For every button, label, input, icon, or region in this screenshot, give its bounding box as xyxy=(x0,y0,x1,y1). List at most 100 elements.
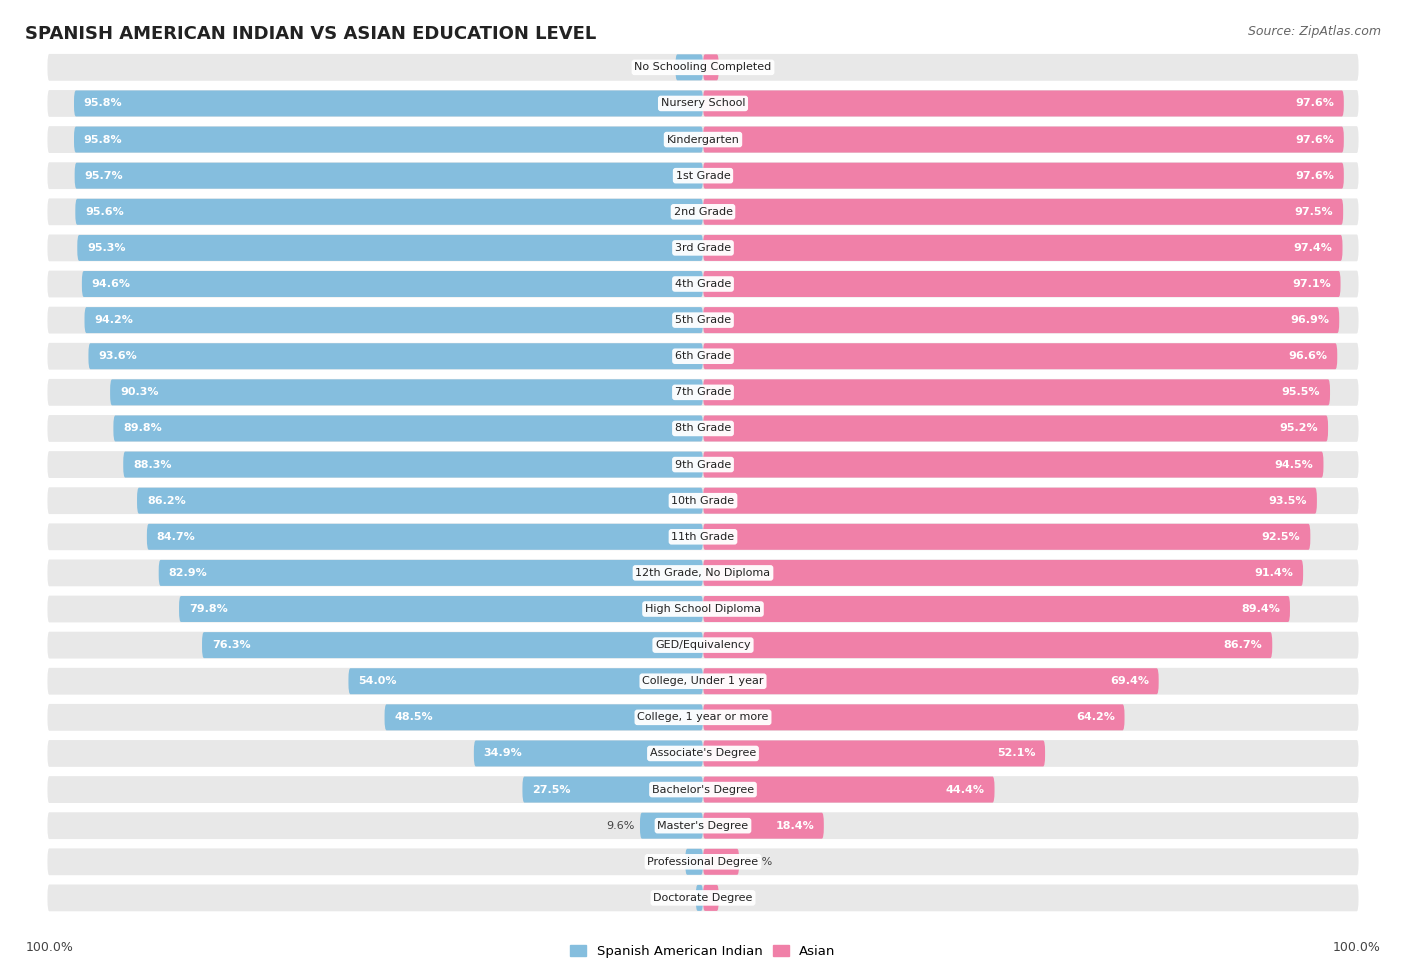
Text: 6th Grade: 6th Grade xyxy=(675,351,731,361)
Text: 2nd Grade: 2nd Grade xyxy=(673,207,733,216)
Text: 8th Grade: 8th Grade xyxy=(675,423,731,434)
Text: 95.8%: 95.8% xyxy=(84,98,122,108)
Text: 82.9%: 82.9% xyxy=(169,567,207,578)
FancyBboxPatch shape xyxy=(703,668,1159,694)
Text: 2.4%: 2.4% xyxy=(724,893,752,903)
FancyBboxPatch shape xyxy=(703,885,718,911)
Text: Bachelor's Degree: Bachelor's Degree xyxy=(652,785,754,795)
FancyBboxPatch shape xyxy=(703,91,1344,116)
Text: 94.2%: 94.2% xyxy=(94,315,134,325)
FancyBboxPatch shape xyxy=(474,740,703,766)
Text: 95.2%: 95.2% xyxy=(1279,423,1319,434)
FancyBboxPatch shape xyxy=(703,632,1272,658)
Text: 11th Grade: 11th Grade xyxy=(672,531,734,542)
Text: 91.4%: 91.4% xyxy=(1254,567,1294,578)
Text: 95.3%: 95.3% xyxy=(87,243,125,253)
Text: SPANISH AMERICAN INDIAN VS ASIAN EDUCATION LEVEL: SPANISH AMERICAN INDIAN VS ASIAN EDUCATI… xyxy=(25,25,596,43)
FancyBboxPatch shape xyxy=(703,199,1343,225)
FancyBboxPatch shape xyxy=(703,776,994,802)
FancyBboxPatch shape xyxy=(75,163,703,189)
Text: 34.9%: 34.9% xyxy=(484,749,523,759)
FancyBboxPatch shape xyxy=(46,703,1360,732)
Text: 79.8%: 79.8% xyxy=(188,604,228,614)
Text: 95.6%: 95.6% xyxy=(86,207,124,216)
Text: No Schooling Completed: No Schooling Completed xyxy=(634,62,772,72)
Text: 97.6%: 97.6% xyxy=(1295,135,1334,144)
FancyBboxPatch shape xyxy=(82,271,703,297)
FancyBboxPatch shape xyxy=(114,415,703,442)
Text: 93.5%: 93.5% xyxy=(1268,495,1308,506)
FancyBboxPatch shape xyxy=(75,91,703,116)
FancyBboxPatch shape xyxy=(703,488,1317,514)
FancyBboxPatch shape xyxy=(46,306,1360,334)
FancyBboxPatch shape xyxy=(46,89,1360,118)
FancyBboxPatch shape xyxy=(703,55,718,80)
Text: 97.5%: 97.5% xyxy=(1295,207,1333,216)
FancyBboxPatch shape xyxy=(703,740,1045,766)
Text: 89.8%: 89.8% xyxy=(124,423,162,434)
FancyBboxPatch shape xyxy=(46,414,1360,443)
Text: 76.3%: 76.3% xyxy=(212,641,250,650)
FancyBboxPatch shape xyxy=(703,343,1337,370)
FancyBboxPatch shape xyxy=(703,704,1125,730)
Text: 54.0%: 54.0% xyxy=(359,677,396,686)
FancyBboxPatch shape xyxy=(703,235,1343,261)
Text: 18.4%: 18.4% xyxy=(775,821,814,831)
Text: 86.7%: 86.7% xyxy=(1223,641,1263,650)
FancyBboxPatch shape xyxy=(46,595,1360,623)
FancyBboxPatch shape xyxy=(46,631,1360,659)
Text: Associate's Degree: Associate's Degree xyxy=(650,749,756,759)
Text: 94.5%: 94.5% xyxy=(1275,459,1313,470)
FancyBboxPatch shape xyxy=(46,883,1360,913)
FancyBboxPatch shape xyxy=(46,811,1360,840)
Text: 2.7%: 2.7% xyxy=(651,857,681,867)
FancyBboxPatch shape xyxy=(349,668,703,694)
Text: 4th Grade: 4th Grade xyxy=(675,279,731,289)
Text: High School Diploma: High School Diploma xyxy=(645,604,761,614)
FancyBboxPatch shape xyxy=(202,632,703,658)
FancyBboxPatch shape xyxy=(703,451,1323,478)
Text: 44.4%: 44.4% xyxy=(946,785,984,795)
FancyBboxPatch shape xyxy=(703,379,1330,406)
Text: 100.0%: 100.0% xyxy=(1333,941,1381,955)
FancyBboxPatch shape xyxy=(385,704,703,730)
Text: 95.7%: 95.7% xyxy=(84,171,124,180)
Text: 52.1%: 52.1% xyxy=(997,749,1035,759)
Text: 3rd Grade: 3rd Grade xyxy=(675,243,731,253)
FancyBboxPatch shape xyxy=(77,235,703,261)
FancyBboxPatch shape xyxy=(46,559,1360,587)
FancyBboxPatch shape xyxy=(703,415,1329,442)
Text: Kindergarten: Kindergarten xyxy=(666,135,740,144)
Text: 97.4%: 97.4% xyxy=(1294,243,1333,253)
Text: 92.5%: 92.5% xyxy=(1261,531,1301,542)
Text: 12th Grade, No Diploma: 12th Grade, No Diploma xyxy=(636,567,770,578)
Text: 69.4%: 69.4% xyxy=(1109,677,1149,686)
FancyBboxPatch shape xyxy=(46,342,1360,370)
FancyBboxPatch shape xyxy=(703,849,740,875)
FancyBboxPatch shape xyxy=(703,596,1289,622)
FancyBboxPatch shape xyxy=(124,451,703,478)
Text: 84.7%: 84.7% xyxy=(156,531,195,542)
Text: GED/Equivalency: GED/Equivalency xyxy=(655,641,751,650)
Text: 93.6%: 93.6% xyxy=(98,351,136,361)
Text: 90.3%: 90.3% xyxy=(120,387,159,398)
FancyBboxPatch shape xyxy=(179,596,703,622)
FancyBboxPatch shape xyxy=(703,813,824,838)
Text: 64.2%: 64.2% xyxy=(1076,713,1115,722)
Text: 9th Grade: 9th Grade xyxy=(675,459,731,470)
FancyBboxPatch shape xyxy=(46,775,1360,804)
Text: 89.4%: 89.4% xyxy=(1241,604,1279,614)
Text: 95.5%: 95.5% xyxy=(1282,387,1320,398)
Text: 27.5%: 27.5% xyxy=(533,785,571,795)
FancyBboxPatch shape xyxy=(523,776,703,802)
FancyBboxPatch shape xyxy=(703,271,1340,297)
FancyBboxPatch shape xyxy=(46,378,1360,407)
Legend: Spanish American Indian, Asian: Spanish American Indian, Asian xyxy=(565,940,841,963)
FancyBboxPatch shape xyxy=(675,55,703,80)
Text: Nursery School: Nursery School xyxy=(661,98,745,108)
FancyBboxPatch shape xyxy=(46,450,1360,479)
Text: 2.4%: 2.4% xyxy=(724,62,752,72)
FancyBboxPatch shape xyxy=(696,885,703,911)
Text: Master's Degree: Master's Degree xyxy=(658,821,748,831)
Text: 10th Grade: 10th Grade xyxy=(672,495,734,506)
